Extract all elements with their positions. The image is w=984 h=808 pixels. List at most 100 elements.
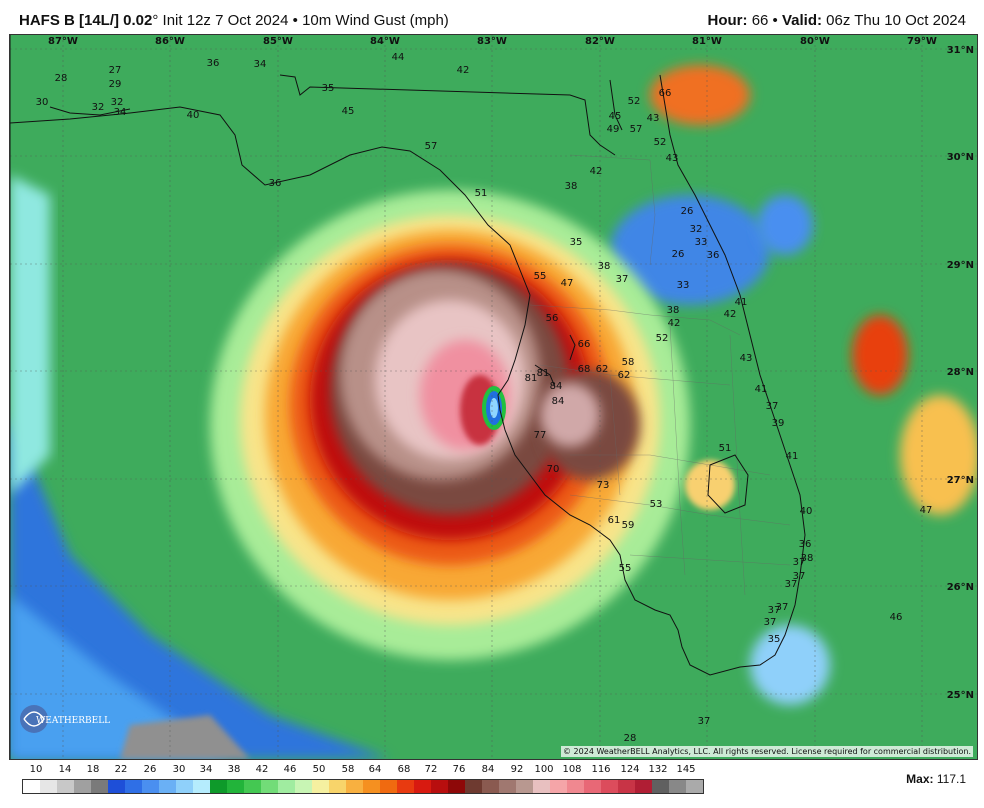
station-value: 41 [755, 384, 768, 395]
station-value: 52 [628, 96, 641, 107]
header: HAFS B [14L/] 0.02° Init 12z 7 Oct 2024 … [0, 0, 984, 34]
station-value: 45 [609, 111, 622, 122]
station-value: 66 [659, 88, 672, 99]
longitude-labels: 87°W 86°W 85°W 84°W 83°W 82°W 81°W 80°W 79°W [48, 36, 937, 47]
longitude-label: 87°W [48, 36, 78, 47]
longitude-label: 85°W [263, 36, 293, 47]
legend-label: 50 [312, 764, 326, 775]
station-value: 37 [776, 602, 789, 613]
legend-swatch [550, 780, 567, 793]
legend-swatch [91, 780, 108, 793]
station-value: 37 [768, 605, 781, 616]
legend-swatch [329, 780, 346, 793]
legend-swatch [193, 780, 210, 793]
station-value: 37 [698, 716, 711, 727]
legend-swatch [40, 780, 57, 793]
legend-swatch [312, 780, 329, 793]
legend-label: 72 [424, 764, 438, 775]
legend-swatch [244, 780, 261, 793]
legend-swatch [108, 780, 125, 793]
legend-swatch [516, 780, 533, 793]
station-value: 39 [772, 418, 785, 429]
legend-tick-labels: 10 14 18 22 26 30 34 38 42 46 50 58 64 68 72 76 84 92 100 1… [22, 764, 702, 778]
station-value: 26 [681, 206, 694, 217]
legend-label: 145 [676, 764, 696, 775]
legend-label: 26 [143, 764, 157, 775]
station-value: 81 [525, 373, 538, 384]
coastline [10, 35, 806, 759]
legend-label: 46 [283, 764, 297, 775]
station-value: 44 [392, 52, 405, 63]
station-value: 53 [650, 499, 663, 510]
station-value: 58 [622, 357, 635, 368]
station-value: 70 [547, 464, 560, 475]
station-value: 41 [735, 297, 748, 308]
legend-label: 100 [534, 764, 554, 775]
legend-swatch [635, 780, 652, 793]
wind-gust-map: 87°W 86°W 85°W 84°W 83°W 82°W 81°W 80°W 79°W 31°… [10, 35, 977, 759]
longitude-label: 82°W [585, 36, 615, 47]
legend-swatch [533, 780, 550, 793]
legend-swatch [686, 780, 703, 793]
station-value: 43 [740, 353, 753, 364]
legend-swatch [431, 780, 448, 793]
station-value: 38 [565, 181, 578, 192]
station-value: 38 [801, 553, 814, 564]
station-value: 26 [672, 249, 685, 260]
station-value: 37 [785, 579, 798, 590]
legend-swatch [295, 780, 312, 793]
station-value: 41 [786, 451, 799, 462]
latitude-label: 26°N [947, 582, 974, 593]
station-value: 37 [764, 617, 777, 628]
station-value: 56 [546, 313, 559, 324]
station-value: 51 [475, 188, 488, 199]
longitude-label: 81°W [692, 36, 722, 47]
legend-swatch [669, 780, 686, 793]
station-value: 35 [570, 237, 583, 248]
longitude-label: 83°W [477, 36, 507, 47]
latitude-label: 31°N [947, 45, 974, 56]
longitude-label: 86°W [155, 36, 185, 47]
station-value: 32 [111, 97, 124, 108]
station-value: 46 [890, 612, 903, 623]
bullet: • [292, 12, 298, 29]
legend-label: 30 [172, 764, 186, 775]
hour-value: 66 [751, 12, 769, 29]
station-value: 33 [677, 280, 690, 291]
legend-swatch [414, 780, 431, 793]
latitude-label: 29°N [947, 260, 974, 271]
latitude-label: 30°N [947, 152, 974, 163]
latitude-labels: 31°N 30°N 29°N 28°N 27°N 26°N 25°N [947, 45, 974, 701]
station-value: 62 [596, 364, 609, 375]
legend-label: 132 [648, 764, 668, 775]
legend-label: 68 [397, 764, 411, 775]
longitude-label: 80°W [800, 36, 830, 47]
station-value: 84 [550, 381, 563, 392]
grid-lines [10, 35, 977, 759]
station-value: 38 [667, 305, 680, 316]
max-label: Max: [906, 772, 934, 786]
latitude-label: 27°N [947, 475, 974, 486]
legend-swatch [363, 780, 380, 793]
valid-label: Valid: [781, 12, 822, 29]
station-value: 62 [618, 370, 631, 381]
station-value: 29 [109, 79, 122, 90]
legend-label: 22 [114, 764, 128, 775]
longitude-label: 79°W [907, 36, 937, 47]
longitude-label: 84°W [370, 36, 400, 47]
legend-swatch [567, 780, 584, 793]
station-value: 57 [630, 124, 643, 135]
station-value: 66 [578, 339, 591, 350]
station-value: 38 [598, 261, 611, 272]
station-value: 42 [457, 65, 470, 76]
legend-swatch [125, 780, 142, 793]
legend-color-bar [22, 779, 704, 794]
copyright: © 2024 WeatherBELL Analytics, LLC. All r… [561, 746, 973, 757]
station-value: 36 [799, 539, 812, 550]
legend-swatch [176, 780, 193, 793]
max-value: 117.1 [936, 772, 966, 786]
county-borders [529, 154, 791, 596]
legend-swatch [57, 780, 74, 793]
station-value: 35 [322, 83, 335, 94]
station-value: 37 [793, 571, 806, 582]
